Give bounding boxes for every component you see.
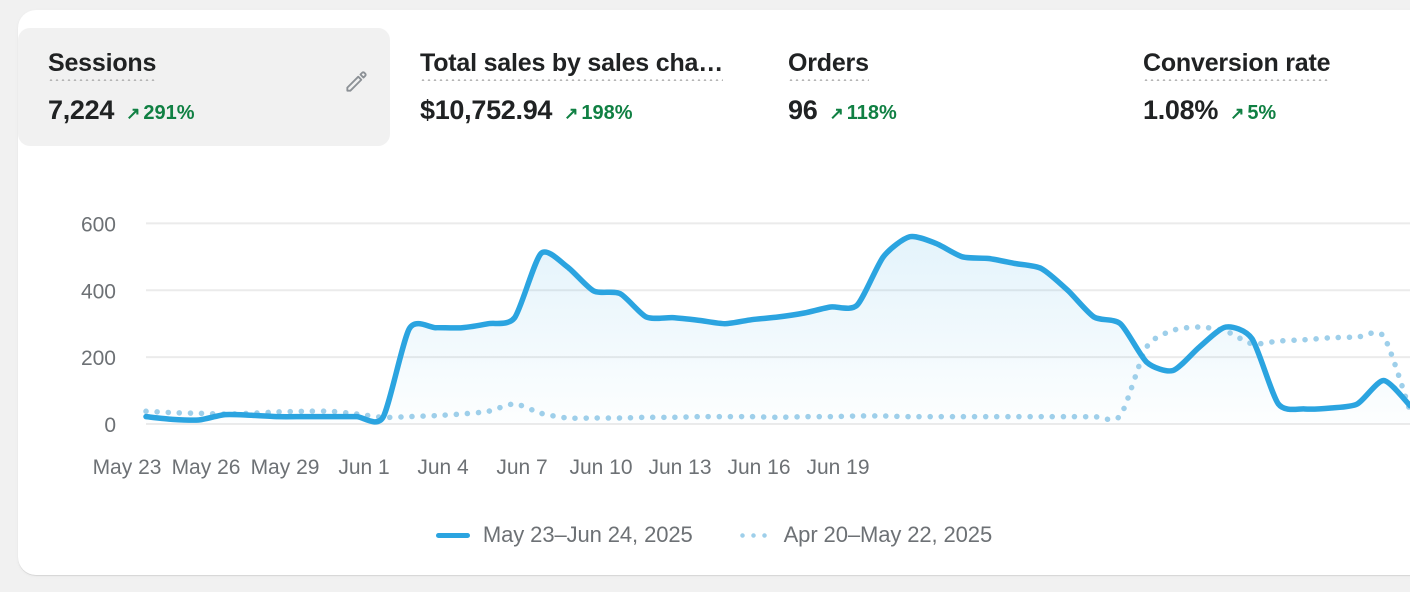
metric-value-sessions: 7,224 (48, 95, 115, 125)
legend-swatch-dotted-icon (736, 532, 771, 538)
legend-swatch-solid-icon (435, 532, 470, 538)
metric-delta-orders: ↗ 118% (829, 102, 896, 125)
y-axis-tick-400: 400 (81, 280, 116, 303)
metric-delta-value-total-sales: 198% (581, 102, 633, 124)
chart-line-current-period (143, 233, 1410, 425)
chart-legend: May 23–Jun 24, 2025 Apr 20–May 22, 2025 (18, 522, 1410, 548)
metric-delta-value-orders: 118% (846, 102, 897, 124)
legend-item-current-period[interactable]: May 23–Jun 24, 2025 (435, 522, 693, 548)
metric-delta-value-sessions: 291% (143, 102, 195, 124)
metric-tab-conversion-rate[interactable]: Conversion rate 1.08% ↗ 5% (1113, 28, 1410, 146)
metric-values-sessions: 7,224 ↗ 291% (48, 95, 366, 126)
x-axis-tick-jun-19: Jun 19 (806, 456, 869, 479)
sessions-chart[interactable]: 0 200 400 600 May 23 May 26 May 29 Jun 1 Jun 4 Ju… (18, 170, 1410, 500)
legend-label-current-period: May 23–Jun 24, 2025 (482, 522, 693, 547)
chart-area-fill (146, 236, 1410, 424)
legend-item-previous-period[interactable]: Apr 20–May 22, 2025 (736, 522, 993, 548)
x-axis-tick-jun-4: Jun 4 (417, 456, 469, 479)
metric-value-orders: 96 (788, 95, 818, 125)
legend-label-previous-period: Apr 20–May 22, 2025 (783, 522, 993, 547)
metric-label-sessions: Sessions (48, 48, 156, 81)
y-axis-tick-200: 200 (81, 347, 116, 370)
trend-up-arrow-icon: ↗ (126, 104, 141, 123)
analytics-card: Sessions 7,224 ↗ 291% Total sales by (18, 10, 1410, 575)
x-axis-tick-may-23: May 23 (93, 456, 162, 479)
x-axis-tick-jun-7: Jun 7 (496, 456, 547, 479)
x-axis-tick-may-26: May 26 (172, 456, 241, 479)
x-axis-tick-jun-16: Jun 16 (727, 456, 790, 479)
metric-tab-total-sales-by-sales-channel[interactable]: Total sales by sales cha… $10,752.94 ↗ 1… (390, 28, 758, 146)
pencil-icon (346, 71, 367, 92)
metric-label-orders: Orders (788, 48, 869, 81)
metric-values-conversion-rate: 1.08% ↗ 5% (1143, 95, 1389, 126)
metric-delta-conversion-rate: ↗ 5% (1230, 102, 1276, 125)
metric-tab-sessions[interactable]: Sessions 7,224 ↗ 291% (18, 28, 390, 146)
metric-delta-value-conversion-rate: 5% (1247, 102, 1277, 124)
x-axis-tick-may-29: May 29 (251, 456, 320, 479)
x-axis-tick-jun-10: Jun 10 (569, 456, 632, 479)
y-axis-tick-0: 0 (104, 414, 116, 437)
y-axis-tick-600: 600 (81, 213, 116, 236)
x-axis-tick-jun-1: Jun 1 (338, 456, 389, 479)
metric-values-orders: 96 ↗ 118% (788, 95, 1089, 126)
trend-up-arrow-icon: ↗ (1230, 104, 1245, 123)
metric-value-total-sales: $10,752.94 (420, 95, 553, 125)
x-axis-tick-jun-13: Jun 13 (648, 456, 711, 479)
metric-values-total-sales: $10,752.94 ↗ 198% (420, 95, 734, 126)
metric-delta-sessions: ↗ 291% (126, 102, 194, 125)
trend-up-arrow-icon: ↗ (564, 104, 579, 123)
metric-value-conversion-rate: 1.08% (1143, 95, 1219, 125)
metric-tabs: Sessions 7,224 ↗ 291% Total sales by (18, 28, 1410, 146)
edit-metric-button[interactable] (342, 68, 370, 96)
metric-label-conversion-rate: Conversion rate (1143, 48, 1331, 81)
chart-canvas: 0 200 400 600 May 23 May 26 May 29 Jun 1 Jun 4 Ju… (81, 213, 1410, 479)
metric-tab-orders[interactable]: Orders 96 ↗ 118% (758, 28, 1113, 146)
metric-label-total-sales: Total sales by sales cha… (420, 48, 723, 81)
trend-up-arrow-icon: ↗ (829, 104, 844, 123)
metric-delta-total-sales: ↗ 198% (564, 102, 632, 125)
